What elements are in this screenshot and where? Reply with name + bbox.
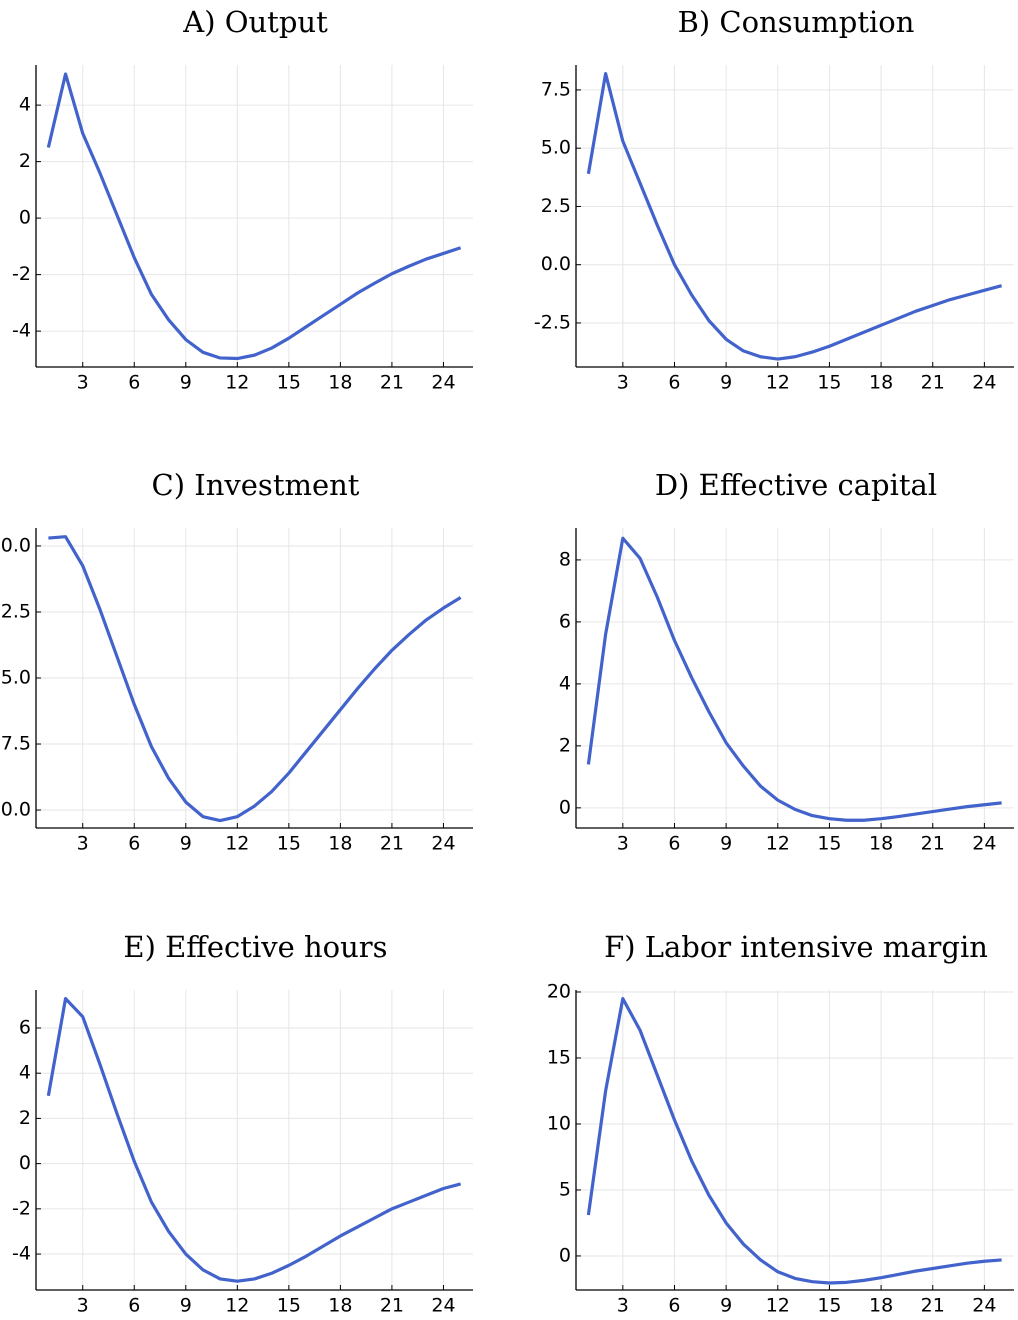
y-tick-label: -7.5	[0, 733, 31, 755]
y-tick-label: 0.0	[1, 534, 31, 556]
data-line	[586, 72, 1003, 361]
x-tick-label: 15	[277, 1295, 301, 1317]
chart-title: C) Investment	[152, 468, 360, 502]
y-tick-label: -2	[12, 1197, 31, 1219]
y-tick-label: 6	[559, 610, 571, 632]
data-line	[48, 535, 462, 823]
x-tick-label: 12	[225, 1295, 249, 1317]
chart-title: A) Output	[182, 5, 328, 39]
x-tick-label: 12	[225, 372, 249, 394]
x-tick-label: 12	[766, 833, 790, 855]
y-tick-label: 4	[559, 672, 571, 694]
data-line	[586, 536, 1002, 822]
x-tick-label: 6	[668, 1295, 680, 1317]
x-tick-label: 6	[128, 1295, 140, 1317]
x-tick-label: 3	[77, 372, 89, 394]
y-tick-label: -2	[12, 263, 31, 285]
x-tick-label: 21	[921, 833, 945, 855]
y-tick-label: 4	[19, 1062, 31, 1084]
chart-title: E) Effective hours	[123, 930, 387, 964]
chart-title: B) Consumption	[678, 5, 915, 39]
data-line	[46, 72, 462, 361]
x-tick-label: 24	[431, 1295, 455, 1317]
x-tick-label: 15	[817, 1295, 841, 1317]
x-tick-label: 12	[766, 1295, 790, 1317]
x-tick-label: 21	[380, 372, 404, 394]
x-tick-label: 18	[869, 372, 893, 394]
y-tick-label: 0	[19, 207, 31, 229]
data-line	[586, 996, 1002, 1285]
x-tick-label: 24	[972, 833, 996, 855]
x-tick-label: 24	[972, 372, 996, 394]
y-tick-label: 20	[547, 980, 571, 1002]
x-tick-label: 3	[617, 372, 629, 394]
x-tick-label: 21	[921, 1295, 945, 1317]
x-tick-label: 18	[869, 833, 893, 855]
x-tick-label: 15	[817, 833, 841, 855]
y-tick-label: 5	[559, 1178, 571, 1200]
x-tick-label: 6	[668, 372, 680, 394]
y-tick-label: -10.0	[0, 799, 31, 821]
x-tick-label: 6	[128, 372, 140, 394]
y-tick-label: 10	[547, 1112, 571, 1134]
x-tick-label: 9	[180, 1295, 192, 1317]
y-tick-label: -4	[12, 1243, 31, 1265]
x-tick-label: 6	[128, 833, 140, 855]
x-tick-label: 15	[277, 372, 301, 394]
y-tick-label: 2	[559, 734, 571, 756]
x-tick-label: 24	[972, 1295, 996, 1317]
y-tick-label: 7.5	[541, 78, 571, 100]
data-line	[46, 996, 462, 1283]
x-tick-label: 18	[328, 372, 352, 394]
y-tick-label: 2.5	[541, 195, 571, 217]
x-tick-label: 3	[77, 833, 89, 855]
y-tick-label: 0	[19, 1152, 31, 1174]
y-tick-label: 0.0	[541, 253, 571, 275]
x-tick-label: 6	[668, 833, 680, 855]
y-tick-label: 2	[19, 150, 31, 172]
x-tick-label: 24	[431, 833, 455, 855]
x-tick-label: 9	[180, 833, 192, 855]
x-tick-label: 12	[225, 833, 249, 855]
y-tick-label: 15	[547, 1046, 571, 1068]
y-tick-label: 0	[559, 796, 571, 818]
chart-title: D) Effective capital	[655, 468, 937, 502]
x-tick-label: 18	[328, 1295, 352, 1317]
y-tick-label: 2	[19, 1107, 31, 1129]
x-tick-label: 12	[766, 372, 790, 394]
y-tick-label: -2.5	[534, 311, 571, 333]
x-tick-label: 15	[277, 833, 301, 855]
y-tick-label: 5.0	[541, 137, 571, 159]
x-tick-label: 15	[817, 372, 841, 394]
y-tick-label: 8	[559, 548, 571, 570]
x-tick-label: 3	[617, 1295, 629, 1317]
x-tick-label: 3	[617, 833, 629, 855]
y-tick-label: 6	[19, 1016, 31, 1038]
x-tick-label: 9	[720, 372, 732, 394]
x-tick-label: 9	[720, 833, 732, 855]
x-tick-label: 3	[77, 1295, 89, 1317]
x-tick-label: 18	[328, 833, 352, 855]
chart-title: F) Labor intensive margin	[604, 930, 988, 964]
y-tick-label: -2.5	[0, 600, 31, 622]
x-tick-label: 21	[380, 1295, 404, 1317]
x-tick-label: 9	[720, 1295, 732, 1317]
y-tick-label: 0	[559, 1244, 571, 1266]
x-tick-label: 21	[380, 833, 404, 855]
x-tick-label: 24	[431, 372, 455, 394]
y-tick-label: -4	[12, 320, 31, 342]
y-tick-label: -5.0	[0, 667, 31, 689]
x-tick-label: 9	[180, 372, 192, 394]
x-tick-label: 21	[921, 372, 945, 394]
x-tick-label: 18	[869, 1295, 893, 1317]
y-tick-label: 4	[19, 94, 31, 116]
